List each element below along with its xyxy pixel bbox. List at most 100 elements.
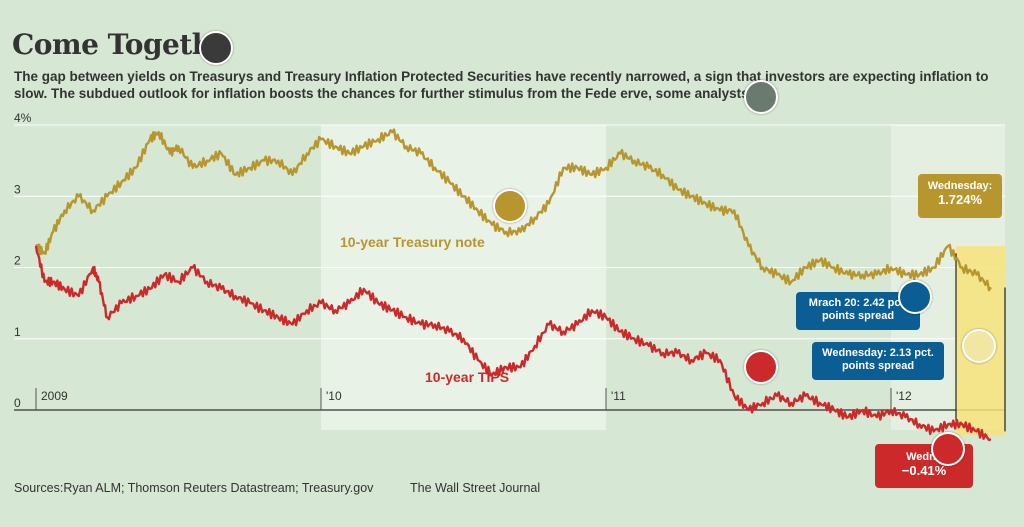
data-point-1-16 xyxy=(235,295,236,297)
x-tick-label-0: 2009 xyxy=(41,389,68,403)
y-tick-label-4: 4% xyxy=(14,111,32,125)
march-spread-line1: Mrach 20: 2.42 pct. xyxy=(808,297,908,309)
data-point-1-50 xyxy=(719,359,721,361)
data-point-1-14 xyxy=(206,281,208,283)
data-point-1-62 xyxy=(890,409,892,411)
data-point-1-1 xyxy=(44,281,46,283)
data-point-0-58 xyxy=(833,267,835,268)
chart-title: Come Togeth xyxy=(12,28,212,61)
sources-note: Sources:Ryan ALM; Thomson Reuters Datast… xyxy=(14,481,374,495)
data-point-1-26 xyxy=(377,302,379,304)
data-point-1-59 xyxy=(847,416,849,418)
data-point-0-1 xyxy=(44,252,46,254)
data-point-0-15 xyxy=(220,153,222,154)
data-point-0-23 xyxy=(334,145,336,147)
data-point-0-49 xyxy=(705,202,707,204)
data-point-0-32 xyxy=(463,195,464,197)
data-point-1-54 xyxy=(776,395,778,397)
data-point-0-12 xyxy=(178,145,179,147)
data-point-1-6 xyxy=(98,281,100,283)
data-point-1-27 xyxy=(391,309,393,311)
wednesday-spread-line2: points spread xyxy=(841,360,915,372)
chart-subtitle: The gap between yields on Treasurys and … xyxy=(14,69,989,101)
data-point-0-50 xyxy=(719,210,721,211)
data-point-1-3 xyxy=(64,288,65,290)
data-point-1-46 xyxy=(662,352,664,354)
data-point-1-52 xyxy=(748,409,749,411)
treasury-wednesday-value: 1.724% xyxy=(937,192,983,207)
data-point-1-48 xyxy=(691,359,692,361)
data-point-1-15 xyxy=(220,288,222,290)
data-point-0-33 xyxy=(477,210,479,211)
data-point-1-65 xyxy=(933,430,935,432)
dark-marker[interactable] xyxy=(199,31,233,65)
data-point-1-31 xyxy=(448,331,450,333)
data-point-0-30 xyxy=(434,167,436,169)
data-point-1-69 xyxy=(990,438,992,440)
data-point-0-36 xyxy=(520,231,521,233)
data-point-1-34 xyxy=(491,373,493,375)
data-point-1-64 xyxy=(919,423,920,425)
data-point-0-9 xyxy=(149,138,151,140)
data-point-1-41 xyxy=(591,309,593,311)
x-tick-label-3: '12 xyxy=(896,389,912,403)
data-point-1-67 xyxy=(961,423,963,425)
data-point-1-18 xyxy=(263,309,265,311)
data-point-0-46 xyxy=(662,174,664,176)
data-point-0-7 xyxy=(121,181,122,183)
data-point-0-48 xyxy=(691,195,692,197)
data-point-0-69 xyxy=(990,286,992,288)
data-point-1-37 xyxy=(534,345,536,347)
data-point-1-45 xyxy=(648,345,650,347)
gold-marker[interactable] xyxy=(493,189,527,223)
data-point-0-21 xyxy=(306,153,308,154)
data-point-0-62 xyxy=(890,267,892,268)
data-point-0-3 xyxy=(64,210,65,211)
data-point-0-25 xyxy=(363,145,365,147)
data-point-1-2 xyxy=(52,281,54,283)
data-point-1-66 xyxy=(947,423,949,425)
data-point-0-14 xyxy=(206,160,208,162)
data-point-1-63 xyxy=(904,416,906,418)
data-point-0-19 xyxy=(277,160,279,162)
data-point-0-63 xyxy=(904,274,906,276)
data-point-1-43 xyxy=(619,331,621,333)
data-point-1-25 xyxy=(363,288,365,290)
data-point-1-57 xyxy=(819,402,821,404)
y-tick-label-0: 0 xyxy=(14,396,21,410)
data-point-0-40 xyxy=(577,167,578,169)
y-tick-label-3: 3 xyxy=(14,182,21,196)
data-point-1-58 xyxy=(833,409,835,411)
data-point-1-47 xyxy=(676,352,678,354)
data-point-1-51 xyxy=(733,395,735,397)
data-point-1-17 xyxy=(249,302,251,304)
data-point-1-32 xyxy=(463,338,464,340)
red-marker-1[interactable] xyxy=(744,350,778,384)
gray-marker[interactable] xyxy=(744,80,778,114)
data-point-1-8 xyxy=(121,302,122,304)
data-point-1-10 xyxy=(149,288,151,290)
data-point-1-13 xyxy=(192,267,194,268)
data-point-1-33 xyxy=(477,359,479,361)
y-axis-ticks: 0 1 2 3 4% xyxy=(14,111,32,410)
x-tick-label-2: '11 xyxy=(611,389,626,403)
data-point-1-35 xyxy=(505,366,507,368)
series-line-0 xyxy=(35,128,992,292)
data-point-0-45 xyxy=(648,167,650,169)
blue-marker[interactable] xyxy=(898,280,932,314)
wednesday-spread-line1: Wednesday: 2.13 pct. xyxy=(822,347,934,359)
data-point-0-59 xyxy=(847,274,849,276)
pale-marker[interactable] xyxy=(962,329,996,363)
red-marker-2[interactable] xyxy=(931,432,965,466)
data-point-0-39 xyxy=(562,167,564,169)
data-point-0-38 xyxy=(548,202,550,204)
data-point-1-19 xyxy=(277,316,279,318)
data-point-0-6 xyxy=(106,195,108,197)
data-point-0-65 xyxy=(933,267,935,268)
data-point-0-61 xyxy=(876,274,878,276)
data-point-0-31 xyxy=(448,181,450,183)
data-point-1-20 xyxy=(292,324,293,325)
march-spread-line2: points spread xyxy=(821,310,895,322)
data-point-0-28 xyxy=(406,145,407,147)
data-point-0-47 xyxy=(676,188,678,190)
